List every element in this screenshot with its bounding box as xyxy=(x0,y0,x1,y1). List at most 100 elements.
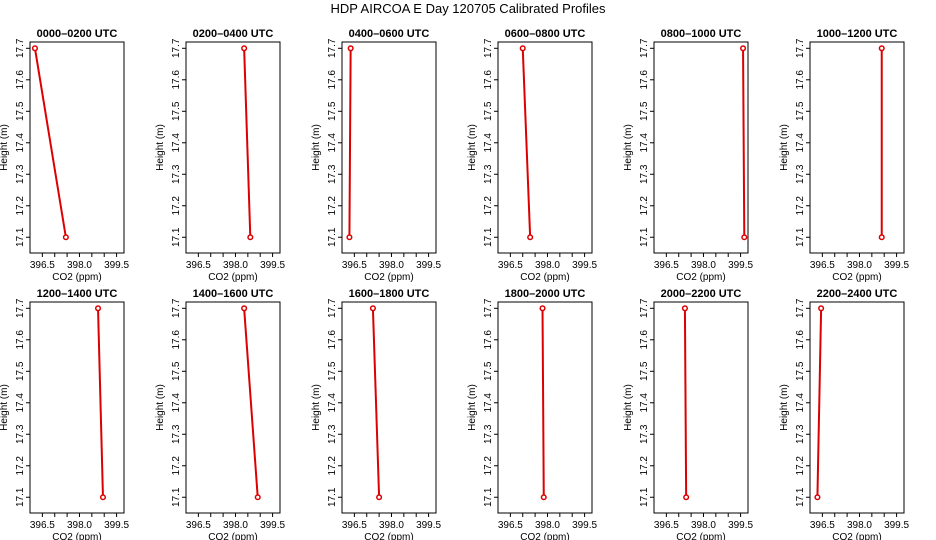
x-tick-label: 399.5 xyxy=(728,520,753,531)
y-tick-label: 17.7 xyxy=(15,298,26,318)
x-axis-label: CO2 (ppm) xyxy=(520,532,569,540)
y-tick-label: 17.3 xyxy=(795,164,806,184)
profile-panel-1: 0000–0200 UTC 396.5 398.0 399.5 17.1 17.2 17.3… xyxy=(0,28,130,283)
y-tick-label: 17.5 xyxy=(483,101,494,121)
plot-frame xyxy=(497,41,593,254)
x-tick-label: 398.0 xyxy=(691,520,716,531)
x-axis-label: CO2 (ppm) xyxy=(520,272,569,283)
y-axis-label: Height (m) xyxy=(155,124,166,171)
y-tick-label: 17.1 xyxy=(171,487,182,507)
plot-frame xyxy=(653,41,749,254)
profile-panel-12: 2200–2400 UTC 396.5 398.0 399.5 17.1 17.2 17.3… xyxy=(779,288,910,540)
y-tick-label: 17.2 xyxy=(15,196,26,216)
plot-frame xyxy=(185,301,281,514)
y-tick-label: 17.3 xyxy=(171,424,182,444)
y-tick-label: 17.1 xyxy=(795,487,806,507)
y-tick-label: 17.7 xyxy=(327,298,338,318)
panel-title: 1000–1200 UTC xyxy=(817,28,898,40)
y-axis-label: Height (m) xyxy=(311,384,322,431)
y-tick-label: 17.6 xyxy=(171,70,182,90)
profile-point xyxy=(814,494,821,501)
profile-line xyxy=(541,308,545,498)
x-tick-label: 398.0 xyxy=(379,520,404,531)
x-tick-label: 396.5 xyxy=(654,520,679,531)
y-axis-label: Height (m) xyxy=(467,124,478,171)
y-axis-label: Height (m) xyxy=(0,124,10,171)
profile-panel-10: 1800–2000 UTC 396.5 398.0 399.5 17.1 17.2 17.3… xyxy=(467,288,598,540)
profile-line xyxy=(683,308,688,498)
y-tick-label: 17.4 xyxy=(483,133,494,153)
y-tick-label: 17.5 xyxy=(795,101,806,121)
y-tick-label: 17.1 xyxy=(171,227,182,247)
plot-frame xyxy=(497,301,593,514)
panel-title: 1400–1600 UTC xyxy=(193,288,274,300)
y-tick-label: 17.7 xyxy=(639,298,650,318)
profile-panel-4: 0600–0800 UTC 396.5 398.0 399.5 17.1 17.2 17.3… xyxy=(467,28,598,283)
y-tick-label: 17.6 xyxy=(483,70,494,90)
x-tick-label: 399.5 xyxy=(104,260,129,271)
x-tick-label: 399.5 xyxy=(884,260,909,271)
y-tick-label: 17.5 xyxy=(639,101,650,121)
profile-line xyxy=(348,48,352,238)
y-tick-label: 17.5 xyxy=(327,101,338,121)
y-tick-label: 17.3 xyxy=(15,424,26,444)
x-tick-label: 399.5 xyxy=(728,260,753,271)
y-tick-label: 17.5 xyxy=(639,361,650,381)
y-tick-label: 17.3 xyxy=(171,164,182,184)
y-axis-label: Height (m) xyxy=(0,384,10,431)
y-tick-label: 17.6 xyxy=(327,330,338,350)
profile-point xyxy=(539,305,546,312)
plot-frame xyxy=(809,41,905,254)
profile-panel-3: 0400–0600 UTC 396.5 398.0 399.5 17.1 17.2 17.3… xyxy=(311,28,442,283)
profile-line xyxy=(97,308,104,498)
y-tick-label: 17.3 xyxy=(639,424,650,444)
profile-panel-8: 1400–1600 UTC 396.5 398.0 399.5 17.1 17.2 17.3… xyxy=(155,288,286,540)
y-tick-label: 17.7 xyxy=(795,38,806,58)
x-axis-label: CO2 (ppm) xyxy=(364,272,413,283)
y-tick-label: 17.5 xyxy=(171,361,182,381)
y-tick-label: 17.4 xyxy=(327,133,338,153)
y-tick-label: 17.4 xyxy=(327,393,338,413)
profile-point xyxy=(94,305,102,312)
profile-point xyxy=(62,234,69,241)
y-tick-label: 17.2 xyxy=(639,456,650,476)
x-tick-label: 398.0 xyxy=(535,520,560,531)
y-tick-label: 17.3 xyxy=(483,424,494,444)
x-tick-label: 399.5 xyxy=(416,260,441,271)
panel-title: 1800–2000 UTC xyxy=(505,288,586,300)
y-tick-label: 17.7 xyxy=(795,298,806,318)
y-axis-label: Height (m) xyxy=(779,124,790,171)
y-tick-label: 17.5 xyxy=(795,361,806,381)
y-tick-label: 17.5 xyxy=(483,361,494,381)
x-tick-label: 396.5 xyxy=(186,260,211,271)
y-tick-label: 17.5 xyxy=(15,101,26,121)
y-axis-label: Height (m) xyxy=(311,124,322,171)
profile-panel-9: 1600–1800 UTC 396.5 398.0 399.5 17.1 17.2 17.3… xyxy=(311,288,442,540)
y-tick-label: 17.1 xyxy=(15,227,26,247)
y-tick-label: 17.2 xyxy=(327,196,338,216)
x-tick-label: 398.0 xyxy=(223,520,248,531)
y-tick-label: 17.4 xyxy=(15,133,26,153)
x-tick-label: 396.5 xyxy=(498,260,523,271)
y-tick-label: 17.3 xyxy=(483,164,494,184)
profile-line xyxy=(742,48,746,238)
y-tick-label: 17.6 xyxy=(327,70,338,90)
y-tick-label: 17.2 xyxy=(639,196,650,216)
figure-title: HDP AIRCOA E Day 120705 Calibrated Profi… xyxy=(330,1,606,16)
y-axis-label: Height (m) xyxy=(155,384,166,431)
y-tick-label: 17.1 xyxy=(483,487,494,507)
y-tick-label: 17.2 xyxy=(795,456,806,476)
y-tick-label: 17.6 xyxy=(483,330,494,350)
y-tick-label: 17.3 xyxy=(15,164,26,184)
x-axis-label: CO2 (ppm) xyxy=(208,272,257,283)
y-axis-label: Height (m) xyxy=(623,384,634,431)
y-tick-label: 17.4 xyxy=(171,393,182,413)
profile-point xyxy=(376,494,383,501)
plot-frame xyxy=(341,41,437,254)
profile-point xyxy=(527,234,534,241)
profile-line xyxy=(371,308,381,498)
profile-line xyxy=(816,308,823,498)
x-axis-label: CO2 (ppm) xyxy=(52,272,101,283)
profile-point xyxy=(683,494,690,501)
y-tick-label: 17.7 xyxy=(171,38,182,58)
